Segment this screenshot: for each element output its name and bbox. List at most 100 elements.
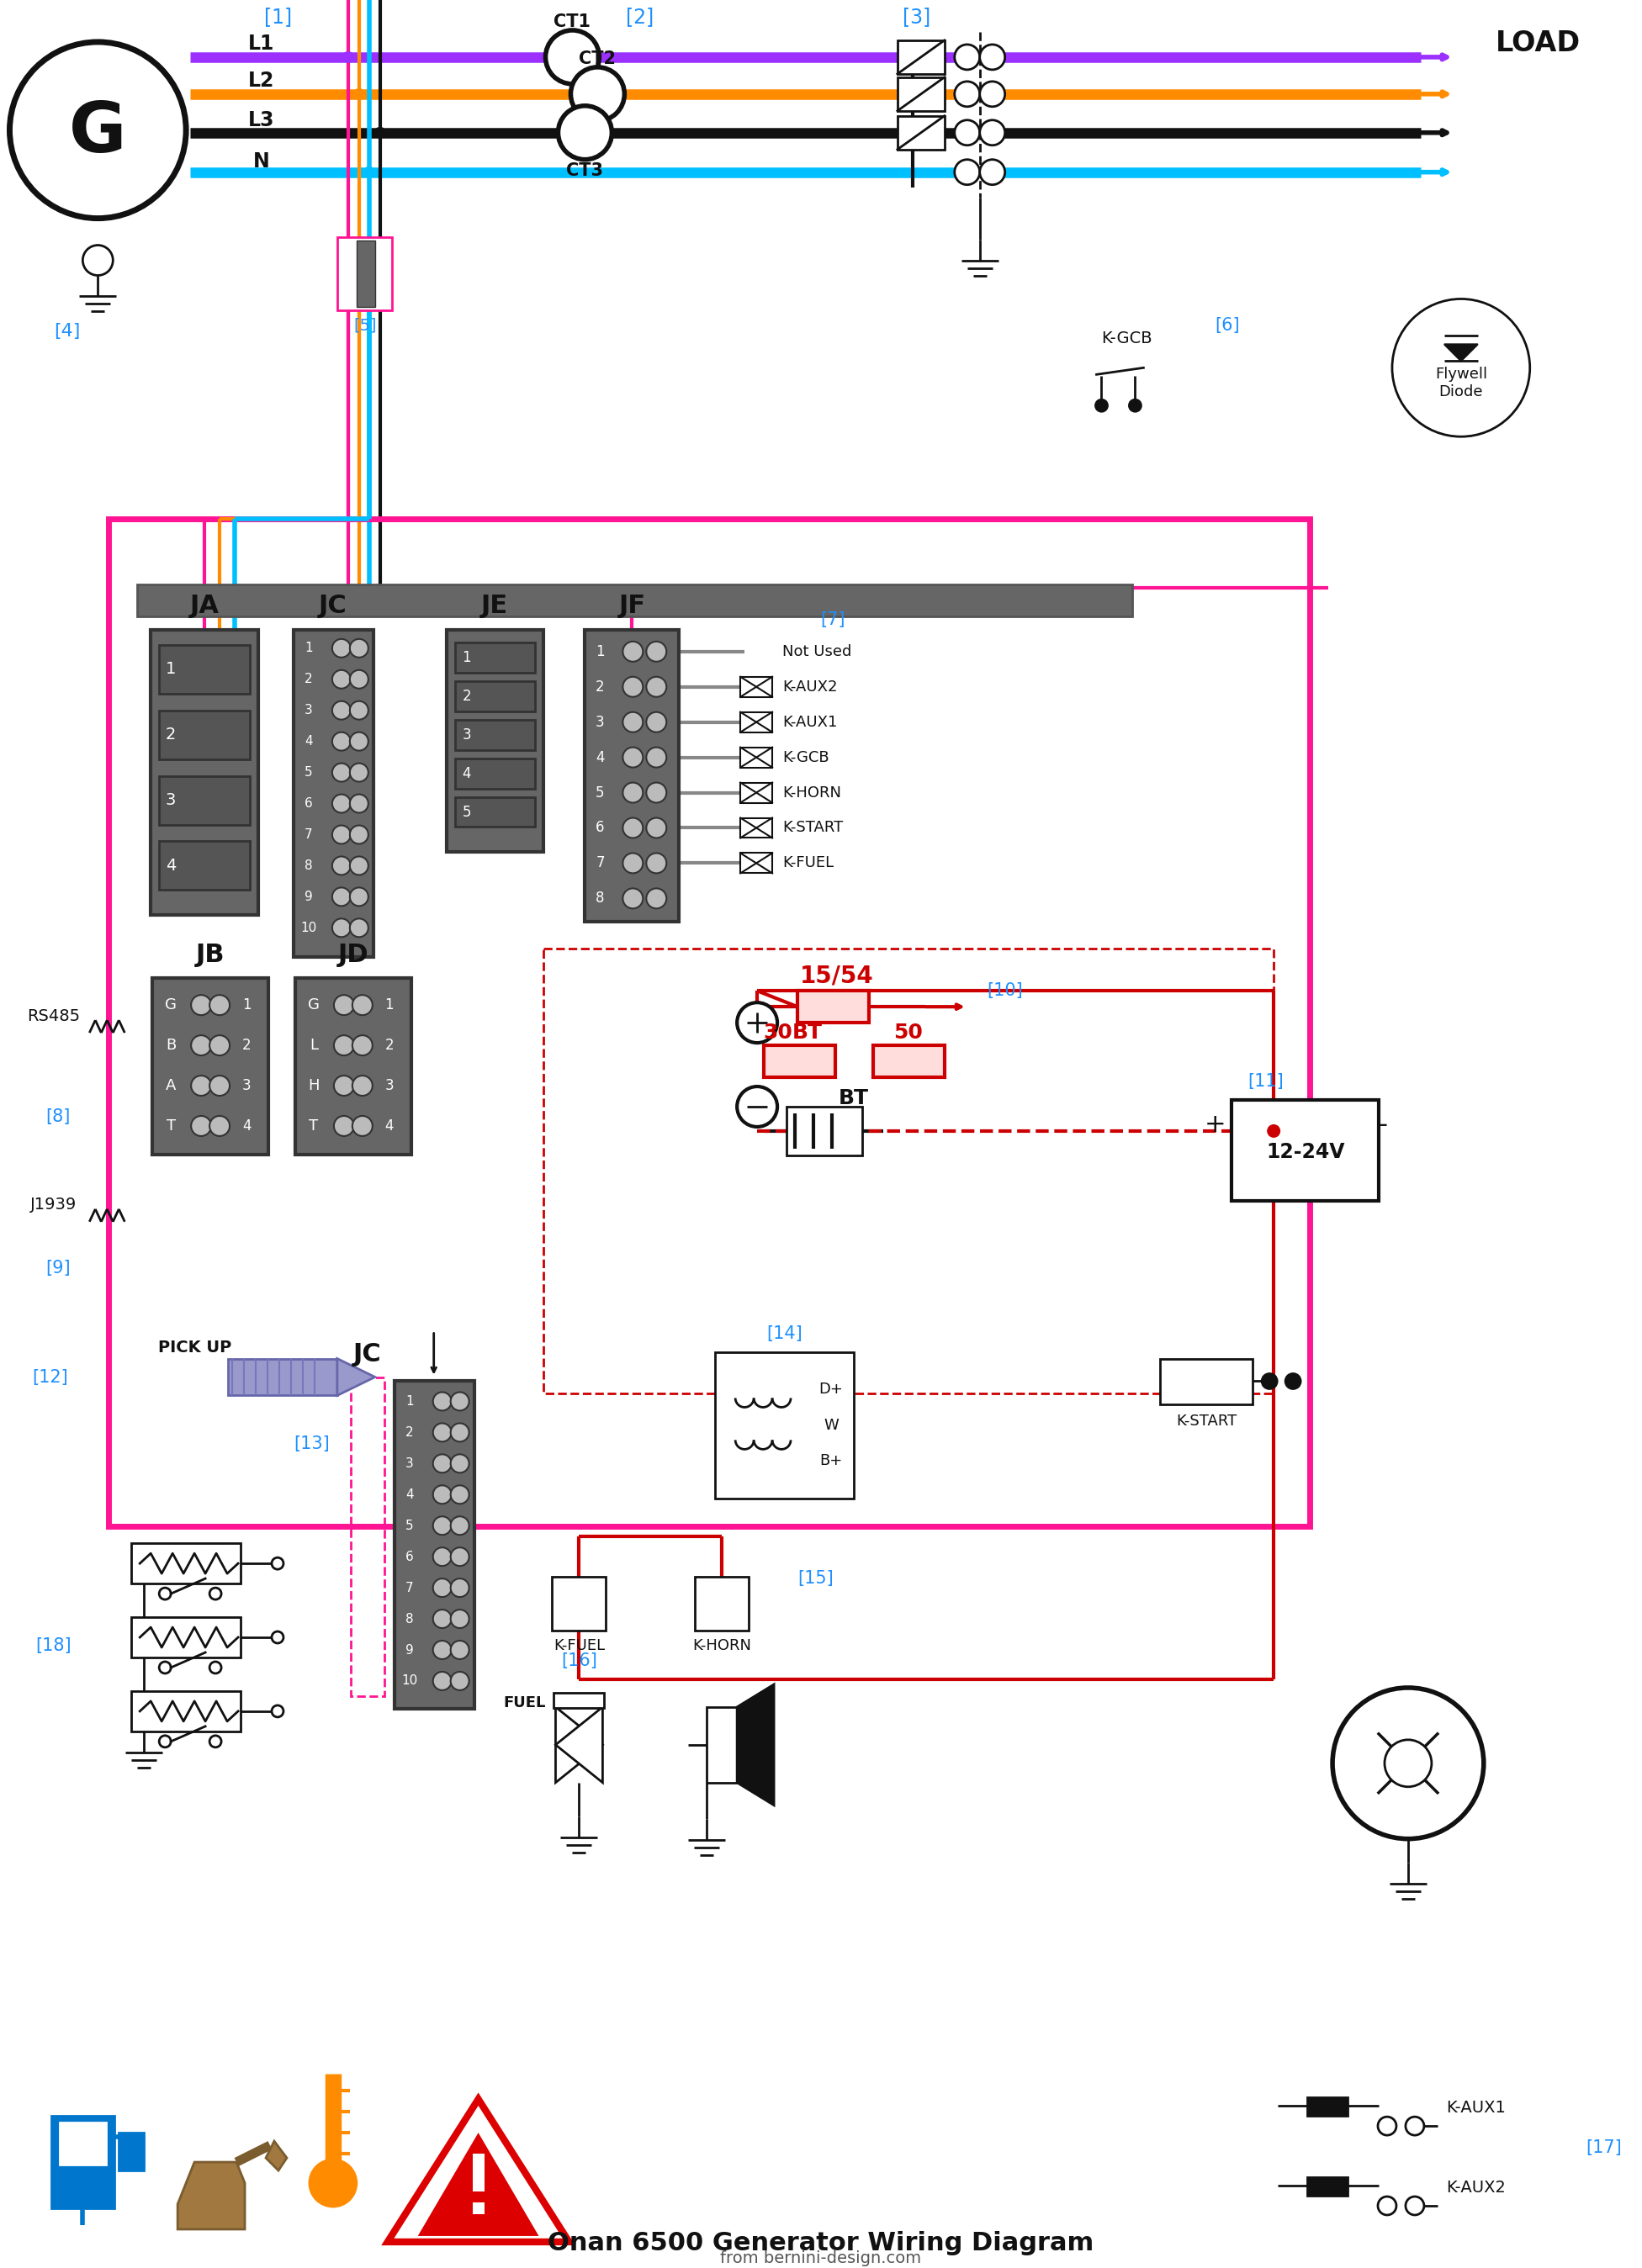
Circle shape <box>622 853 644 873</box>
Bar <box>552 1576 606 1631</box>
Circle shape <box>558 107 612 159</box>
Circle shape <box>363 166 374 177</box>
Text: CT1: CT1 <box>553 14 591 29</box>
Bar <box>447 631 544 853</box>
Circle shape <box>350 826 368 844</box>
Text: 3: 3 <box>406 1458 414 1470</box>
Circle shape <box>954 120 980 145</box>
Polygon shape <box>417 2132 539 2236</box>
Circle shape <box>1333 1687 1484 1839</box>
Text: K-START: K-START <box>782 821 842 835</box>
Text: 12-24V: 12-24V <box>1266 1141 1345 1161</box>
Text: L: L <box>309 1039 319 1052</box>
Circle shape <box>450 1547 470 1565</box>
Circle shape <box>433 1547 452 1565</box>
Text: 2: 2 <box>166 726 176 742</box>
Bar <box>741 676 772 696</box>
Circle shape <box>647 889 667 909</box>
Bar <box>108 519 1310 1526</box>
Circle shape <box>1095 399 1107 411</box>
Circle shape <box>433 1486 452 1504</box>
Text: [15]: [15] <box>798 1569 834 1588</box>
Text: H: H <box>309 1077 320 1093</box>
Bar <box>131 1692 241 1730</box>
Text: JD: JD <box>338 943 368 966</box>
Circle shape <box>210 1034 230 1055</box>
Text: 3: 3 <box>384 1077 394 1093</box>
Circle shape <box>545 29 599 84</box>
Text: L1: L1 <box>248 34 274 54</box>
Circle shape <box>210 1116 230 1136</box>
Circle shape <box>350 701 368 719</box>
Text: K-GCB: K-GCB <box>782 751 829 764</box>
Text: N: N <box>253 152 269 172</box>
Circle shape <box>647 712 667 733</box>
Bar <box>1307 2177 1348 2195</box>
Circle shape <box>353 1034 373 1055</box>
Text: [14]: [14] <box>767 1325 803 1343</box>
Text: 1: 1 <box>166 662 176 678</box>
Text: [4]: [4] <box>54 324 80 340</box>
Circle shape <box>159 1588 171 1599</box>
Circle shape <box>980 82 1005 107</box>
Circle shape <box>622 819 644 837</box>
Text: B+: B+ <box>819 1454 842 1470</box>
Circle shape <box>433 1672 452 1690</box>
Circle shape <box>622 889 644 909</box>
Circle shape <box>954 159 980 184</box>
Circle shape <box>1378 2116 1396 2134</box>
Bar <box>741 782 772 803</box>
Bar <box>159 841 250 889</box>
Text: 4: 4 <box>406 1488 414 1501</box>
Text: [9]: [9] <box>46 1259 71 1277</box>
Circle shape <box>309 2159 356 2207</box>
Text: 30: 30 <box>764 1023 793 1043</box>
Circle shape <box>954 45 980 70</box>
Bar <box>455 642 535 674</box>
Text: 10: 10 <box>300 921 317 934</box>
Circle shape <box>332 794 351 812</box>
Text: 3: 3 <box>461 728 471 742</box>
Text: 1: 1 <box>596 644 604 660</box>
Text: 5: 5 <box>461 805 471 819</box>
Text: A: A <box>166 1077 176 1093</box>
Circle shape <box>159 1735 171 1746</box>
Text: BT: BT <box>793 1023 823 1043</box>
Circle shape <box>571 68 624 120</box>
Circle shape <box>82 245 113 274</box>
Circle shape <box>1378 2195 1396 2216</box>
Text: 4: 4 <box>305 735 312 748</box>
Bar <box>337 236 392 311</box>
Text: K-FUEL: K-FUEL <box>782 855 834 871</box>
Text: 1: 1 <box>461 651 471 665</box>
Bar <box>1307 2098 1348 2116</box>
Text: G: G <box>166 998 177 1012</box>
Bar <box>898 116 944 150</box>
Circle shape <box>622 642 644 662</box>
Text: L3: L3 <box>248 109 274 129</box>
Circle shape <box>210 1735 222 1746</box>
Bar <box>716 1352 854 1499</box>
Bar <box>706 1708 737 1783</box>
Circle shape <box>210 1588 222 1599</box>
Text: D+: D+ <box>819 1381 844 1397</box>
Circle shape <box>210 1662 222 1674</box>
Circle shape <box>333 1034 355 1055</box>
Text: 2: 2 <box>461 689 471 703</box>
Text: 8: 8 <box>406 1613 414 1626</box>
Text: K-AUX2: K-AUX2 <box>1447 2180 1506 2195</box>
Text: JB: JB <box>195 943 225 966</box>
Text: 4: 4 <box>461 767 471 780</box>
Circle shape <box>954 82 980 107</box>
Circle shape <box>332 826 351 844</box>
Circle shape <box>353 1116 373 1136</box>
Text: RS485: RS485 <box>26 1007 80 1023</box>
Text: [12]: [12] <box>31 1368 67 1386</box>
Bar <box>159 644 250 694</box>
Text: K-AUX1: K-AUX1 <box>782 714 837 730</box>
Polygon shape <box>555 1708 603 1783</box>
Circle shape <box>353 1075 373 1095</box>
Bar <box>159 710 250 760</box>
Text: K-FUEL: K-FUEL <box>553 1637 604 1653</box>
Text: [2]: [2] <box>626 7 654 27</box>
